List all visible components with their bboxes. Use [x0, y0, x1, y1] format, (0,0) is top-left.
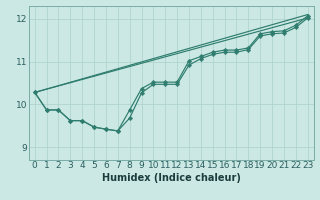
X-axis label: Humidex (Indice chaleur): Humidex (Indice chaleur): [102, 173, 241, 183]
